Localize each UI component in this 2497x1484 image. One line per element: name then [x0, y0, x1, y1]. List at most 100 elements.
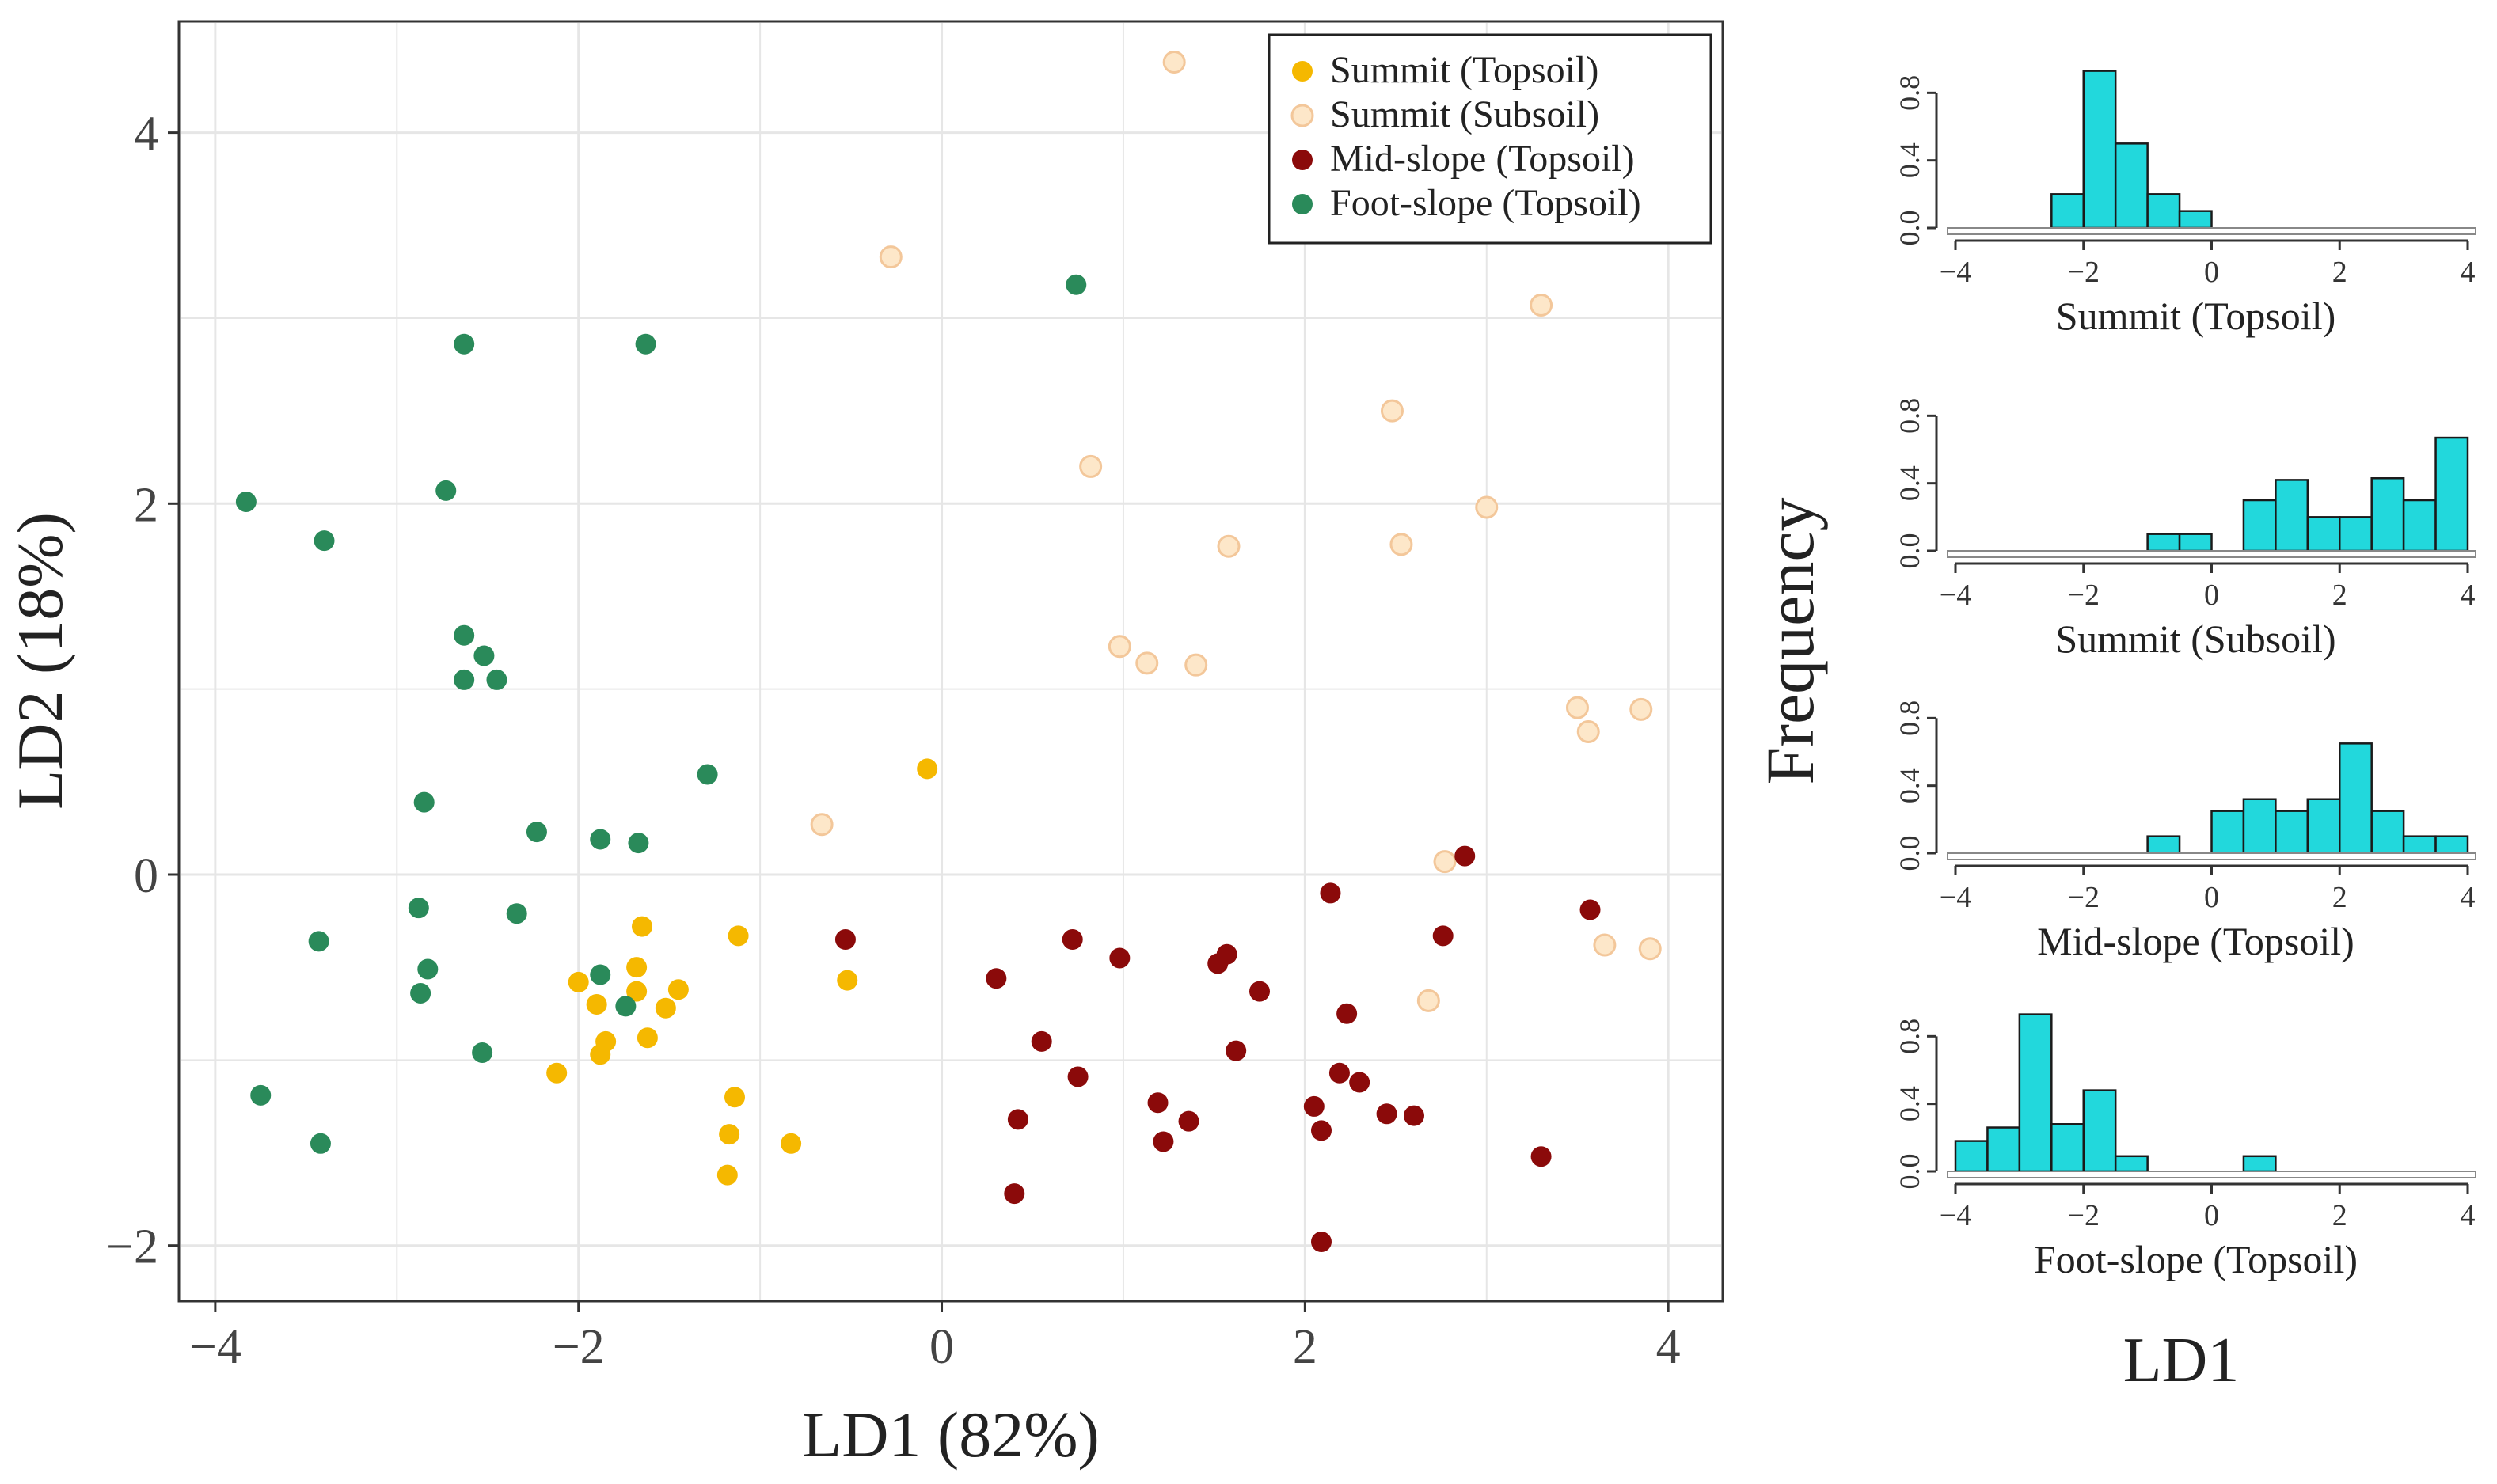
histogram-bar — [2242, 499, 2277, 552]
histogram-baseline — [1947, 227, 2476, 235]
point-midslope-topsoil — [1320, 882, 1341, 904]
histogram-x-tick-label: −2 — [2068, 881, 2100, 914]
histogram-y-tick-label: 0.4 — [1894, 142, 1925, 178]
histogram-bar — [2146, 835, 2181, 855]
histogram-bar — [2210, 810, 2245, 855]
histogram-bar — [2275, 810, 2309, 855]
legend: Summit (Topsoil) Summit (Subsoil) Mid-sl… — [1268, 33, 1712, 245]
point-summit-subsoil — [1638, 937, 1662, 961]
histogram-x-tick-label: 4 — [2461, 881, 2476, 914]
point-summit-subsoil — [1530, 294, 1553, 317]
point-summit-subsoil — [879, 245, 903, 269]
point-summit-topsoil — [632, 916, 652, 937]
point-footslope-topsoil — [314, 530, 335, 552]
point-midslope-topsoil — [1376, 1103, 1397, 1125]
point-footslope-topsoil — [410, 982, 431, 1004]
histogram-bar — [2370, 477, 2405, 552]
point-footslope-topsoil — [413, 791, 435, 813]
point-midslope-topsoil — [1147, 1092, 1169, 1114]
point-summit-subsoil — [1108, 635, 1131, 659]
histogram-bar — [2050, 1123, 2085, 1173]
ld1-histograms: −4 −2 0 2 4 0.0 0.4 0.8 Summit (Topsoil) −4 −2 0 2 4 0… — [1894, 70, 2476, 1281]
histogram-x-tick-label: 4 — [2461, 256, 2476, 289]
point-footslope-topsoil — [635, 333, 656, 355]
point-summit-topsoil — [781, 1133, 802, 1154]
point-summit-subsoil — [1565, 696, 1589, 719]
point-footslope-topsoil — [235, 491, 257, 512]
histogram-x-axis-label: LD1 — [2123, 1326, 2240, 1395]
point-summit-topsoil — [655, 997, 676, 1019]
histogram-x-tick-label: −2 — [2068, 1199, 2100, 1232]
histogram-title: Summit (Subsoil) — [2055, 617, 2335, 661]
point-midslope-topsoil — [1303, 1095, 1325, 1117]
histogram-y-tick-label: 0.4 — [1894, 768, 1925, 803]
point-summit-subsoil — [1629, 697, 1653, 721]
histogram-baseline — [1947, 1171, 2476, 1178]
histogram-title: Mid-slope (Topsoil) — [2037, 919, 2354, 963]
point-summit-topsoil — [917, 758, 938, 780]
histogram-bar — [2146, 193, 2181, 230]
legend-box — [1268, 33, 1712, 245]
point-footslope-topsoil — [417, 958, 439, 980]
histogram-bar — [2050, 193, 2085, 230]
point-midslope-topsoil — [1349, 1072, 1370, 1093]
point-midslope-topsoil — [1579, 899, 1601, 920]
histogram-bar — [2339, 516, 2373, 552]
point-summit-subsoil — [1433, 850, 1457, 874]
histogram-title: Summit (Topsoil) — [2056, 294, 2335, 338]
x-tick-label: −2 — [553, 1320, 605, 1374]
histogram-y-tick-label: 0.4 — [1894, 1086, 1925, 1122]
y-tick-label: 4 — [134, 108, 158, 161]
point-summit-topsoil — [637, 1027, 658, 1049]
point-footslope-topsoil — [697, 764, 718, 785]
point-footslope-topsoil — [310, 1133, 331, 1154]
histogram-bar — [2370, 810, 2405, 855]
histogram-x-tick-label: 2 — [2332, 256, 2347, 289]
point-midslope-topsoil — [1404, 1105, 1424, 1126]
point-summit-topsoil — [728, 925, 749, 947]
point-summit-topsoil — [546, 1062, 568, 1084]
histogram-x-tick-label: −4 — [1940, 579, 1971, 612]
point-midslope-topsoil — [986, 968, 1007, 989]
point-midslope-topsoil — [1432, 925, 1454, 947]
legend-marker-midslope-topsoil — [1292, 150, 1313, 170]
point-summit-subsoil — [1475, 495, 1499, 519]
point-footslope-topsoil — [628, 833, 649, 854]
histogram-bar — [2082, 1089, 2117, 1173]
histogram-bar — [2402, 499, 2437, 552]
y-axis-label: LD2 (18%) — [4, 512, 76, 810]
histogram-y-tick-label: 0.0 — [1894, 1154, 1925, 1190]
histogram-x-tick-label: 0 — [2204, 881, 2219, 914]
point-summit-topsoil — [586, 994, 607, 1015]
point-summit-topsoil — [724, 1087, 745, 1108]
point-midslope-topsoil — [834, 929, 856, 951]
histogram-x-tick-label: −2 — [2068, 579, 2100, 612]
histogram-x-tick-label: −4 — [1940, 256, 1971, 289]
legend-label-summit-subsoil: Summit (Subsoil) — [1330, 93, 1599, 135]
point-midslope-topsoil — [1153, 1131, 1174, 1152]
point-footslope-topsoil — [435, 480, 457, 501]
point-footslope-topsoil — [454, 333, 475, 355]
histogram-summit-subsoil: −4 −2 0 2 4 0.0 0.4 0.8 Summit (Subsoil) — [1894, 398, 2476, 661]
histogram-y-tick-label: 0.8 — [1894, 75, 1925, 111]
point-midslope-topsoil — [1336, 1003, 1358, 1024]
histogram-bar — [2306, 516, 2341, 552]
histogram-bar — [2242, 1155, 2277, 1173]
scatter-points — [235, 51, 1662, 1253]
histogram-midslope-topsoil: −4 −2 0 2 4 0.0 0.4 0.8 Mid-slope (Topsoil) — [1894, 700, 2476, 963]
histogram-x-tick-label: 0 — [2204, 579, 2219, 612]
point-midslope-topsoil — [1311, 1120, 1332, 1141]
histogram-y-tick-label: 0.4 — [1894, 465, 1925, 501]
point-midslope-topsoil — [1004, 1183, 1025, 1205]
histogram-footslope-topsoil: −4 −2 0 2 4 0.0 0.4 0.8 Foot-slope (Topsoil) — [1894, 1013, 2476, 1281]
histogram-bar — [2306, 798, 2341, 855]
histogram-x-tick-label: −4 — [1940, 1199, 1971, 1232]
histogram-y-tick-label: 0.0 — [1894, 836, 1925, 871]
x-tick-label: −4 — [189, 1320, 241, 1374]
histogram-summit-topsoil: −4 −2 0 2 4 0.0 0.4 0.8 Summit (Topsoil) — [1894, 70, 2476, 338]
point-footslope-topsoil — [615, 996, 637, 1017]
point-footslope-topsoil — [1066, 274, 1087, 295]
histogram-bar — [1986, 1126, 2021, 1173]
histogram-y-axis-label: Frequency — [1752, 498, 1828, 785]
histogram-bar — [1954, 1140, 1989, 1173]
